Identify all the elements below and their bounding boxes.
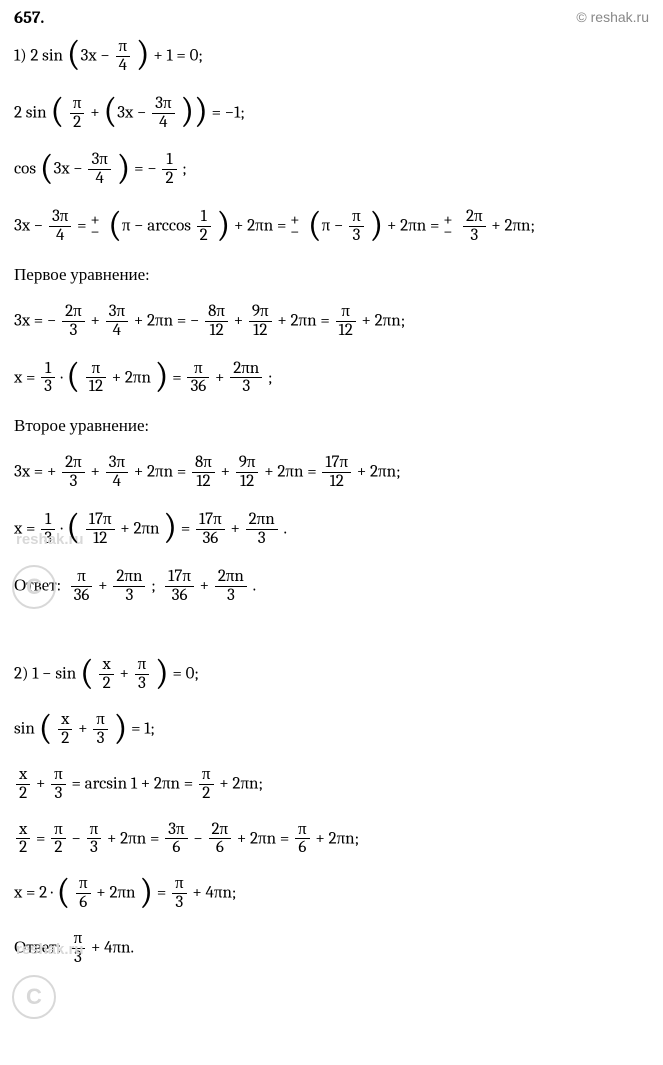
p2-eq2: sin ( x2 + π3 ) = 1; bbox=[14, 711, 649, 748]
site-credit: © reshak.ru bbox=[576, 8, 649, 26]
p1-eq4: 3x − 3π4 = (π − arccos 12 ) + 2πn = (π −… bbox=[14, 208, 649, 245]
p1-answer: Ответ: π36 + 2πn3 ; 17π36 + 2πn3 . bbox=[14, 568, 649, 605]
p1-eq6: x = 13 · ( π12 + 2πn ) = π36 + 2πn3 ; bbox=[14, 360, 649, 397]
p1-eq3: cos (3x − 3π4 ) = − 12 ; bbox=[14, 151, 649, 188]
p1-eq1: 1) 2 sin (3x − π4 ) + 1 = 0; bbox=[14, 38, 649, 75]
p1-eq5: 3x = − 2π3 + 3π4 + 2πn = − 8π12 + 9π12 +… bbox=[14, 303, 649, 340]
p1-eq7: 3x = + 2π3 + 3π4 + 2πn = 8π12 + 9π12 + 2… bbox=[14, 454, 649, 491]
p2-eq3: x2 + π3 = arcsin 1 + 2πn = π2 + 2πn; bbox=[14, 766, 649, 803]
p1-eq2: 2 sin ( π2 + (3x − 3π4 )) = −1; bbox=[14, 95, 649, 132]
solution-page: reshak.ru C reshak.ru C 657. © reshak.ru… bbox=[0, 0, 663, 1065]
p2-eq4: x2 = π2 − π3 + 2πn = 3π6 − 2π6 + 2πn = π… bbox=[14, 821, 649, 858]
p2-eq1: 2) 1 − sin ( x2 + π3 ) = 0; bbox=[14, 656, 649, 693]
p1-heading-second: Второе уравнение: bbox=[14, 416, 649, 438]
header: 657. © reshak.ru bbox=[14, 8, 649, 30]
p2-eq5: x = 2 · ( π6 + 2πn ) = π3 + 4πn; bbox=[14, 875, 649, 912]
p1-heading-first: Первое уравнение: bbox=[14, 265, 649, 287]
p2-answer: Ответ: π3 + 4πn. bbox=[14, 930, 649, 967]
problem-number: 657. bbox=[14, 8, 44, 30]
p1-eq8: x = 13 · ( 17π12 + 2πn ) = 17π36 + 2πn3 … bbox=[14, 511, 649, 548]
watermark-circle-c-2: C bbox=[12, 975, 56, 1019]
